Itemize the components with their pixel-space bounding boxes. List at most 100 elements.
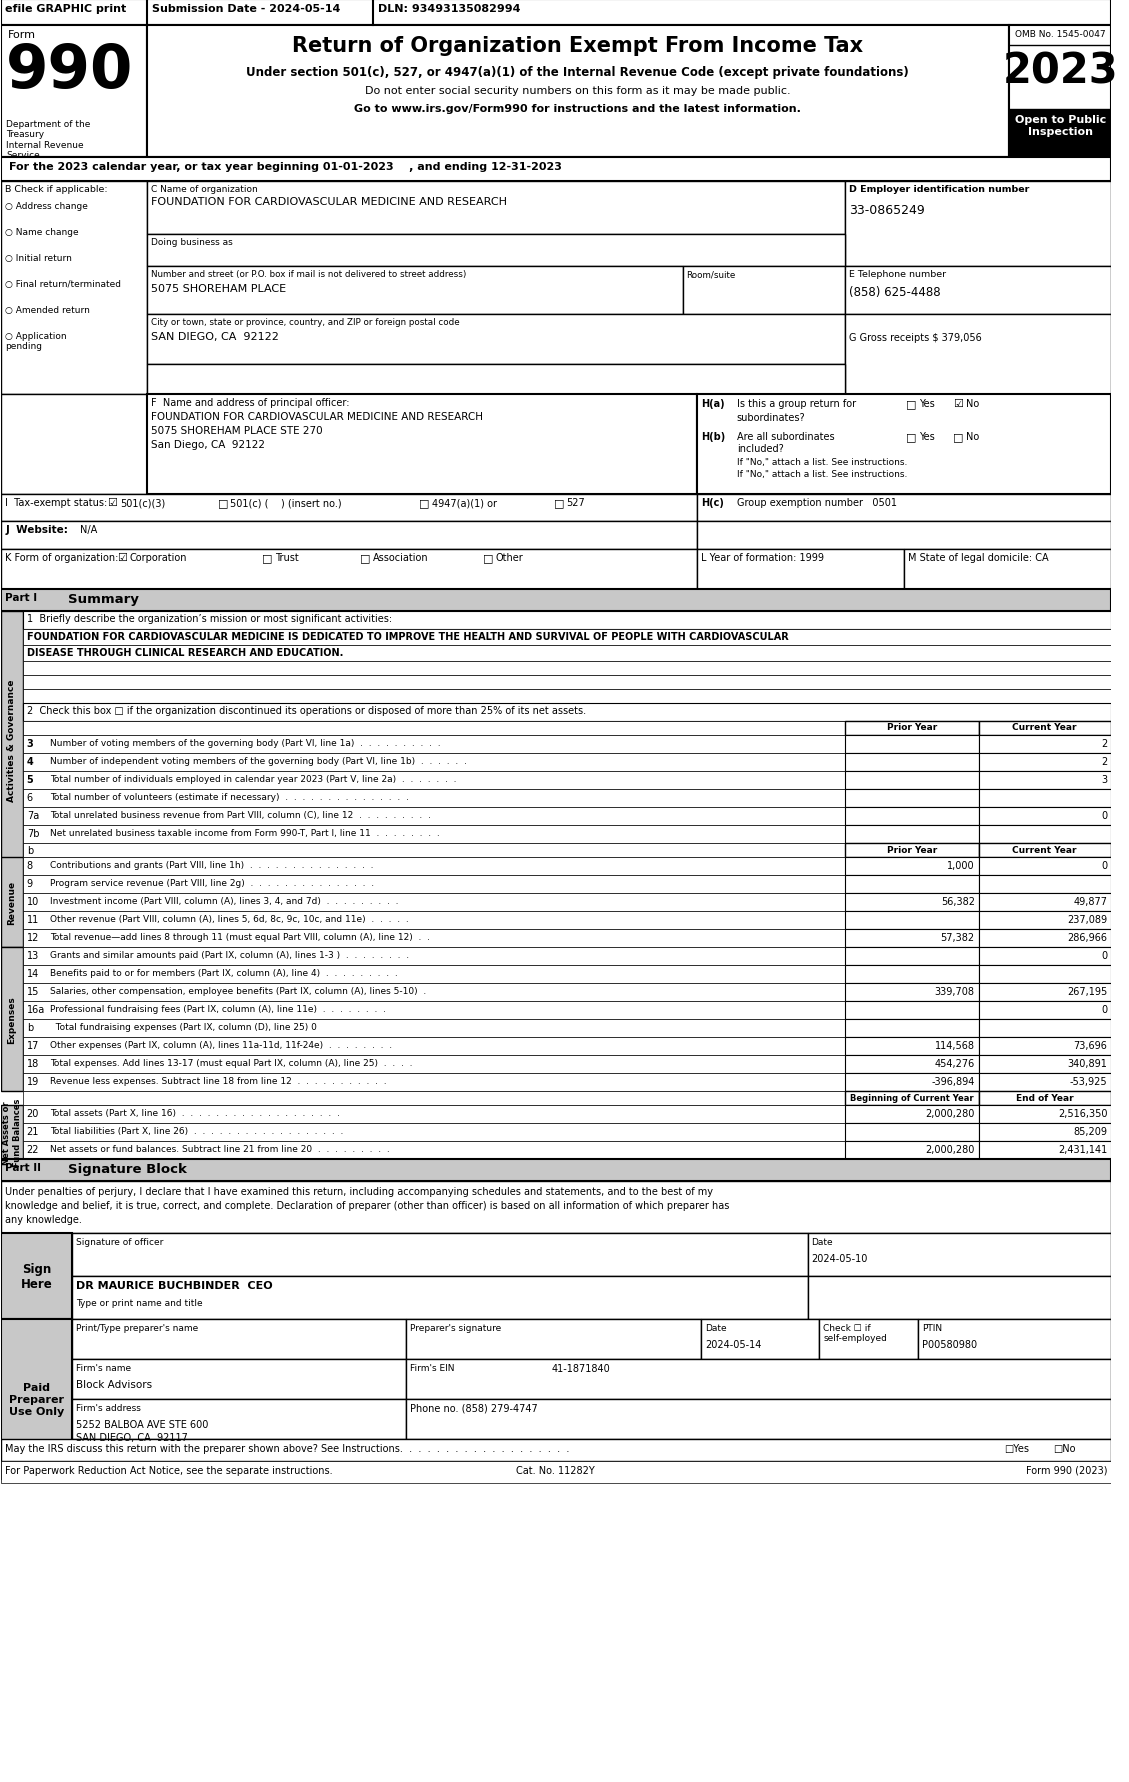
Text: □: □: [953, 431, 963, 442]
Text: Department of the
Treasury
Internal Revenue
Service: Department of the Treasury Internal Reve…: [6, 119, 90, 160]
Text: H(a): H(a): [701, 399, 725, 408]
Bar: [1, 1105, 23, 1160]
Bar: [147, 182, 844, 235]
Text: Date: Date: [706, 1324, 727, 1333]
Text: Contributions and grants (Part VIII, line 1h)  .  .  .  .  .  .  .  .  .  .  .  : Contributions and grants (Part VIII, lin…: [51, 861, 374, 870]
Text: Signature of officer: Signature of officer: [76, 1237, 164, 1246]
Bar: [1, 495, 698, 522]
Text: 2024-05-14: 2024-05-14: [706, 1340, 762, 1349]
Bar: [979, 857, 1111, 875]
Text: For Paperwork Reduction Act Notice, see the separate instructions.: For Paperwork Reduction Act Notice, see …: [6, 1465, 333, 1475]
Text: 267,195: 267,195: [1067, 987, 1108, 996]
Text: Number of independent voting members of the governing body (Part VI, line 1b)  .: Number of independent voting members of …: [51, 757, 467, 766]
Bar: [979, 1055, 1111, 1073]
Text: Net unrelated business taxable income from Form 990-T, Part I, line 11  .  .  . : Net unrelated business taxable income fr…: [51, 829, 440, 838]
Bar: [979, 1001, 1111, 1019]
Text: Go to www.irs.gov/Form990 for instructions and the latest information.: Go to www.irs.gov/Form990 for instructio…: [355, 103, 800, 114]
Text: C Name of organization: C Name of organization: [150, 185, 257, 194]
Text: 0: 0: [1102, 1005, 1108, 1014]
Text: included?: included?: [737, 444, 784, 454]
Text: 12: 12: [27, 932, 40, 943]
Bar: [1, 1440, 1111, 1461]
Bar: [1, 396, 147, 495]
Bar: [23, 875, 844, 893]
Text: Print/Type preparer's name: Print/Type preparer's name: [76, 1324, 199, 1333]
Text: Revenue: Revenue: [8, 880, 17, 925]
Bar: [23, 629, 1111, 645]
Text: Total revenue—add lines 8 through 11 (must equal Part VIII, column (A), line 12): Total revenue—add lines 8 through 11 (mu…: [51, 932, 430, 941]
Text: 3: 3: [1102, 775, 1108, 784]
Text: Under section 501(c), 527, or 4947(a)(1) of the Internal Revenue Code (except pr: Under section 501(c), 527, or 4947(a)(1)…: [246, 66, 909, 78]
Bar: [23, 1019, 844, 1037]
Text: Group exemption number   0501: Group exemption number 0501: [737, 497, 896, 508]
Text: P00580980: P00580980: [921, 1340, 977, 1349]
Text: Benefits paid to or for members (Part IX, column (A), line 4)  .  .  .  .  .  . : Benefits paid to or for members (Part IX…: [51, 968, 399, 978]
Bar: [23, 690, 1111, 704]
Text: Number of voting members of the governing body (Part VI, line 1a)  .  .  .  .  .: Number of voting members of the governin…: [51, 738, 441, 748]
Text: PTIN: PTIN: [921, 1324, 942, 1333]
Bar: [844, 857, 979, 875]
Bar: [1, 1319, 72, 1479]
Text: ○ Initial return: ○ Initial return: [6, 253, 72, 264]
Text: Sign
Here: Sign Here: [20, 1262, 52, 1290]
Text: efile GRAPHIC print: efile GRAPHIC print: [6, 4, 126, 14]
Text: Firm's name: Firm's name: [76, 1363, 131, 1372]
Text: B Check if applicable:: B Check if applicable:: [6, 185, 107, 194]
Bar: [979, 772, 1111, 789]
Bar: [979, 930, 1111, 948]
Text: 114,568: 114,568: [935, 1041, 974, 1050]
Bar: [1, 0, 1111, 27]
Bar: [844, 772, 979, 789]
Bar: [23, 807, 844, 825]
Text: 57,382: 57,382: [940, 932, 974, 943]
Text: □: □: [218, 497, 228, 508]
Text: (858) 625-4488: (858) 625-4488: [849, 285, 940, 299]
Text: K Form of organization:: K Form of organization:: [6, 552, 119, 563]
Bar: [844, 315, 1111, 396]
Bar: [23, 911, 844, 930]
Bar: [844, 1019, 979, 1037]
Text: 11: 11: [27, 914, 40, 925]
Text: 5: 5: [27, 775, 34, 784]
Text: Prior Year: Prior Year: [886, 722, 937, 732]
Text: Grants and similar amounts paid (Part IX, column (A), lines 1-3 )  .  .  .  .  .: Grants and similar amounts paid (Part IX…: [51, 950, 410, 959]
Text: 19: 19: [27, 1076, 40, 1087]
Text: 5252 BALBOA AVE STE 600: 5252 BALBOA AVE STE 600: [76, 1418, 208, 1429]
Text: 56,382: 56,382: [940, 896, 974, 907]
Bar: [979, 1037, 1111, 1055]
Text: Program service revenue (Part VIII, line 2g)  .  .  .  .  .  .  .  .  .  .  .  .: Program service revenue (Part VIII, line…: [51, 879, 375, 887]
Text: Type or print name and title: Type or print name and title: [76, 1299, 202, 1308]
Text: Open to Public
Inspection: Open to Public Inspection: [1015, 114, 1106, 137]
Bar: [23, 825, 844, 843]
Text: 340,891: 340,891: [1068, 1059, 1108, 1069]
Text: Part II: Part II: [6, 1162, 41, 1173]
Text: No: No: [966, 431, 979, 442]
Text: 527: 527: [567, 497, 585, 508]
Bar: [406, 1360, 1111, 1399]
Bar: [683, 267, 844, 315]
Bar: [844, 843, 979, 857]
Text: 8: 8: [27, 861, 33, 871]
Bar: [698, 396, 1111, 495]
Bar: [844, 754, 979, 772]
Text: 9: 9: [27, 879, 33, 889]
Text: Other: Other: [496, 552, 524, 563]
Bar: [979, 1105, 1111, 1123]
Text: If "No," attach a list. See instructions.: If "No," attach a list. See instructions…: [737, 470, 907, 479]
Bar: [23, 930, 844, 948]
Bar: [979, 1091, 1111, 1105]
Bar: [23, 661, 1111, 675]
Bar: [844, 1037, 979, 1055]
Text: ○ Application
pending: ○ Application pending: [6, 331, 67, 351]
Bar: [23, 611, 1111, 629]
Text: N/A: N/A: [80, 524, 97, 535]
Text: Investment income (Part VIII, column (A), lines 3, 4, and 7d)  .  .  .  .  .  . : Investment income (Part VIII, column (A)…: [51, 896, 399, 905]
Text: 17: 17: [27, 1041, 40, 1050]
Text: Date: Date: [812, 1237, 833, 1246]
Text: Professional fundraising fees (Part IX, column (A), line 11e)  .  .  .  .  .  . : Professional fundraising fees (Part IX, …: [51, 1005, 386, 1014]
Text: 286,966: 286,966: [1068, 932, 1108, 943]
Bar: [844, 722, 979, 736]
Bar: [1, 27, 147, 159]
Bar: [918, 1319, 1111, 1360]
Text: 15: 15: [27, 987, 40, 996]
